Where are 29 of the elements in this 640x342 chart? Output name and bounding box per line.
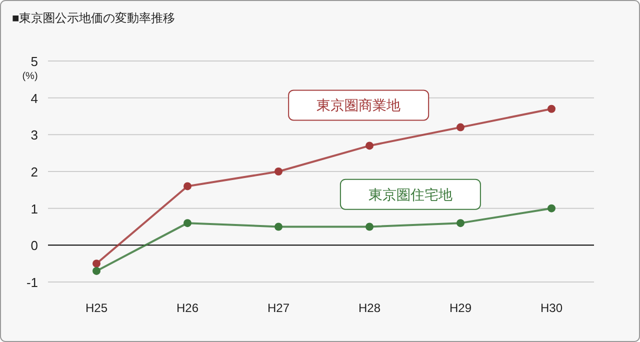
point bbox=[92, 266, 100, 275]
point bbox=[184, 182, 192, 190]
x-tick-label: H26 bbox=[176, 301, 199, 315]
point bbox=[548, 104, 556, 113]
x-tick-label: H27 bbox=[267, 301, 290, 315]
x-tick-label: H28 bbox=[358, 301, 381, 315]
y-tick-label: -1 bbox=[26, 275, 38, 290]
point bbox=[548, 204, 556, 212]
point bbox=[92, 260, 100, 268]
x-tick-label: H30 bbox=[540, 301, 563, 315]
chart-title: ■東京圏公示地価の変動率推移 bbox=[12, 11, 176, 25]
y-tick-label: 5 bbox=[30, 54, 38, 69]
point bbox=[366, 222, 374, 231]
y-tick-label: 2 bbox=[30, 164, 38, 180]
y-tick-label: 1 bbox=[30, 201, 38, 216]
y-tick-label: 3 bbox=[30, 128, 38, 143]
point bbox=[456, 219, 464, 228]
point bbox=[456, 123, 464, 132]
x-tick-label: H25 bbox=[85, 301, 108, 315]
point bbox=[274, 168, 282, 176]
point bbox=[184, 219, 192, 228]
series-label: 東京圏商業地 bbox=[316, 97, 401, 114]
x-tick-label: H29 bbox=[449, 301, 472, 315]
point bbox=[366, 142, 374, 150]
y-tick-label: 0 bbox=[30, 238, 38, 254]
y-axis-title: (%) bbox=[22, 71, 38, 82]
series-label: 東京圏住宅地 bbox=[368, 186, 452, 202]
point bbox=[274, 222, 282, 231]
y-tick-label: 4 bbox=[30, 90, 38, 106]
